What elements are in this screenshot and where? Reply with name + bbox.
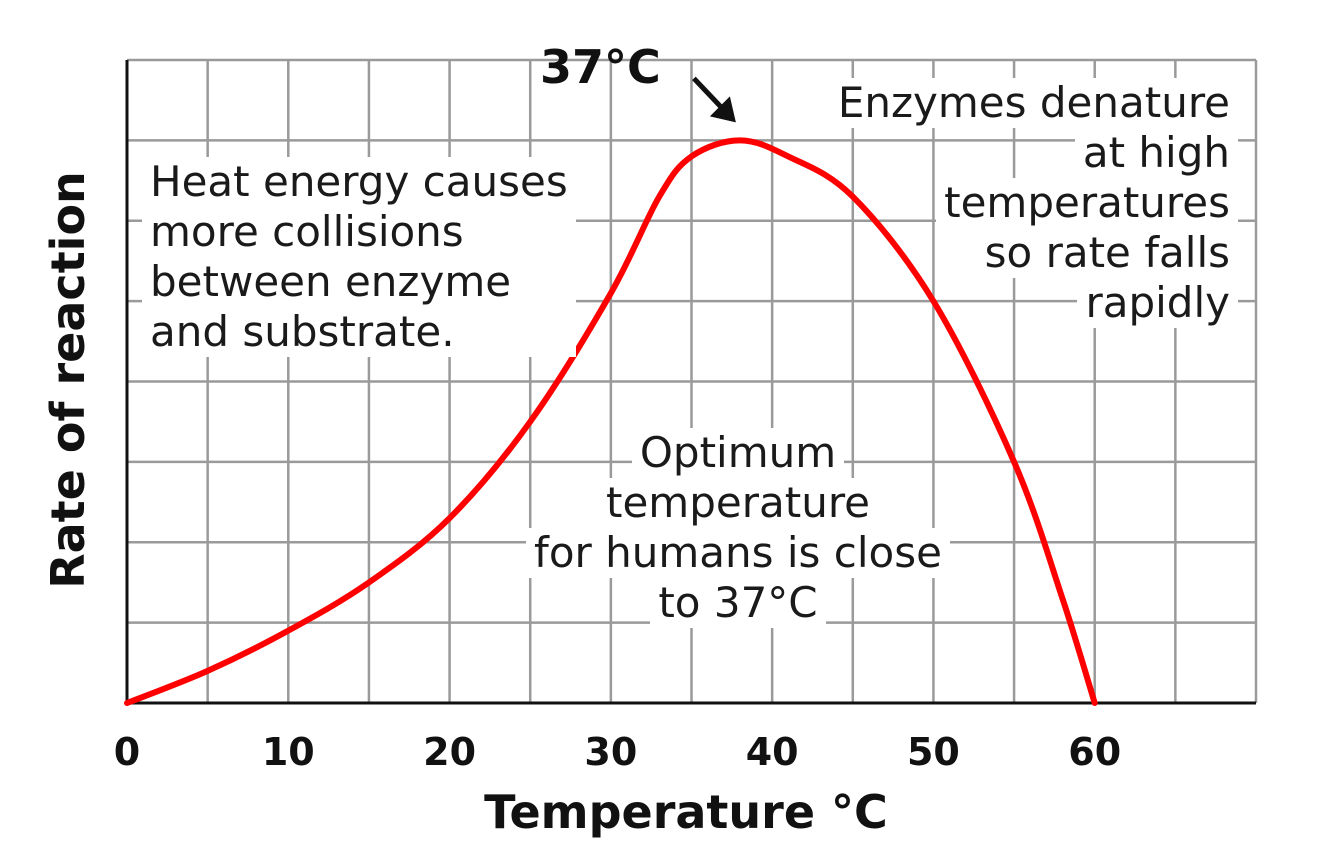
rate-curve (124, 137, 1098, 706)
annotation-line: Enzymes denature (829, 78, 1238, 128)
x-tick-labels: 0 10 20 30 40 50 60 (114, 730, 1121, 774)
annotation-line: for humans is close (526, 528, 950, 578)
annotation-line: Heat energy causes (142, 157, 576, 207)
denature-annotation: Enzymes denature at high temperatures so… (829, 78, 1238, 328)
heat-energy-annotation: Heat energy causes more collisions betwe… (142, 157, 576, 357)
annotation-line: to 37°C (650, 578, 826, 628)
x-tick-label: 10 (262, 730, 315, 774)
peak-arrow (692, 76, 736, 123)
annotation-line: so rate falls (976, 228, 1238, 278)
annotation-line: temperatures (936, 178, 1238, 228)
chart-axes (125, 60, 1256, 705)
annotation-line: Optimum (631, 428, 845, 478)
x-tick-label: 30 (584, 730, 637, 774)
arrow-head (709, 96, 736, 123)
x-axis-label: Temperature °C (484, 785, 888, 839)
annotation-line: between enzyme (142, 257, 576, 307)
x-tick-label: 50 (907, 730, 960, 774)
annotation-line: at high (1074, 128, 1238, 178)
annotation-line: temperature (598, 478, 878, 528)
x-tick-label: 60 (1068, 730, 1121, 774)
annotation-line: and substrate. (142, 307, 576, 357)
x-tick-label: 20 (423, 730, 476, 774)
y-axis-label: Rate of reaction (41, 171, 95, 589)
x-tick-label: 0 (114, 730, 140, 774)
optimum-annotation: Optimum temperature for humans is close … (488, 428, 988, 628)
annotation-line: rapidly (1077, 278, 1238, 328)
chart-series (124, 137, 1098, 706)
peak-annotation: 37°C (540, 40, 661, 94)
x-tick-label: 40 (746, 730, 799, 774)
annotation-line: more collisions (142, 207, 576, 257)
